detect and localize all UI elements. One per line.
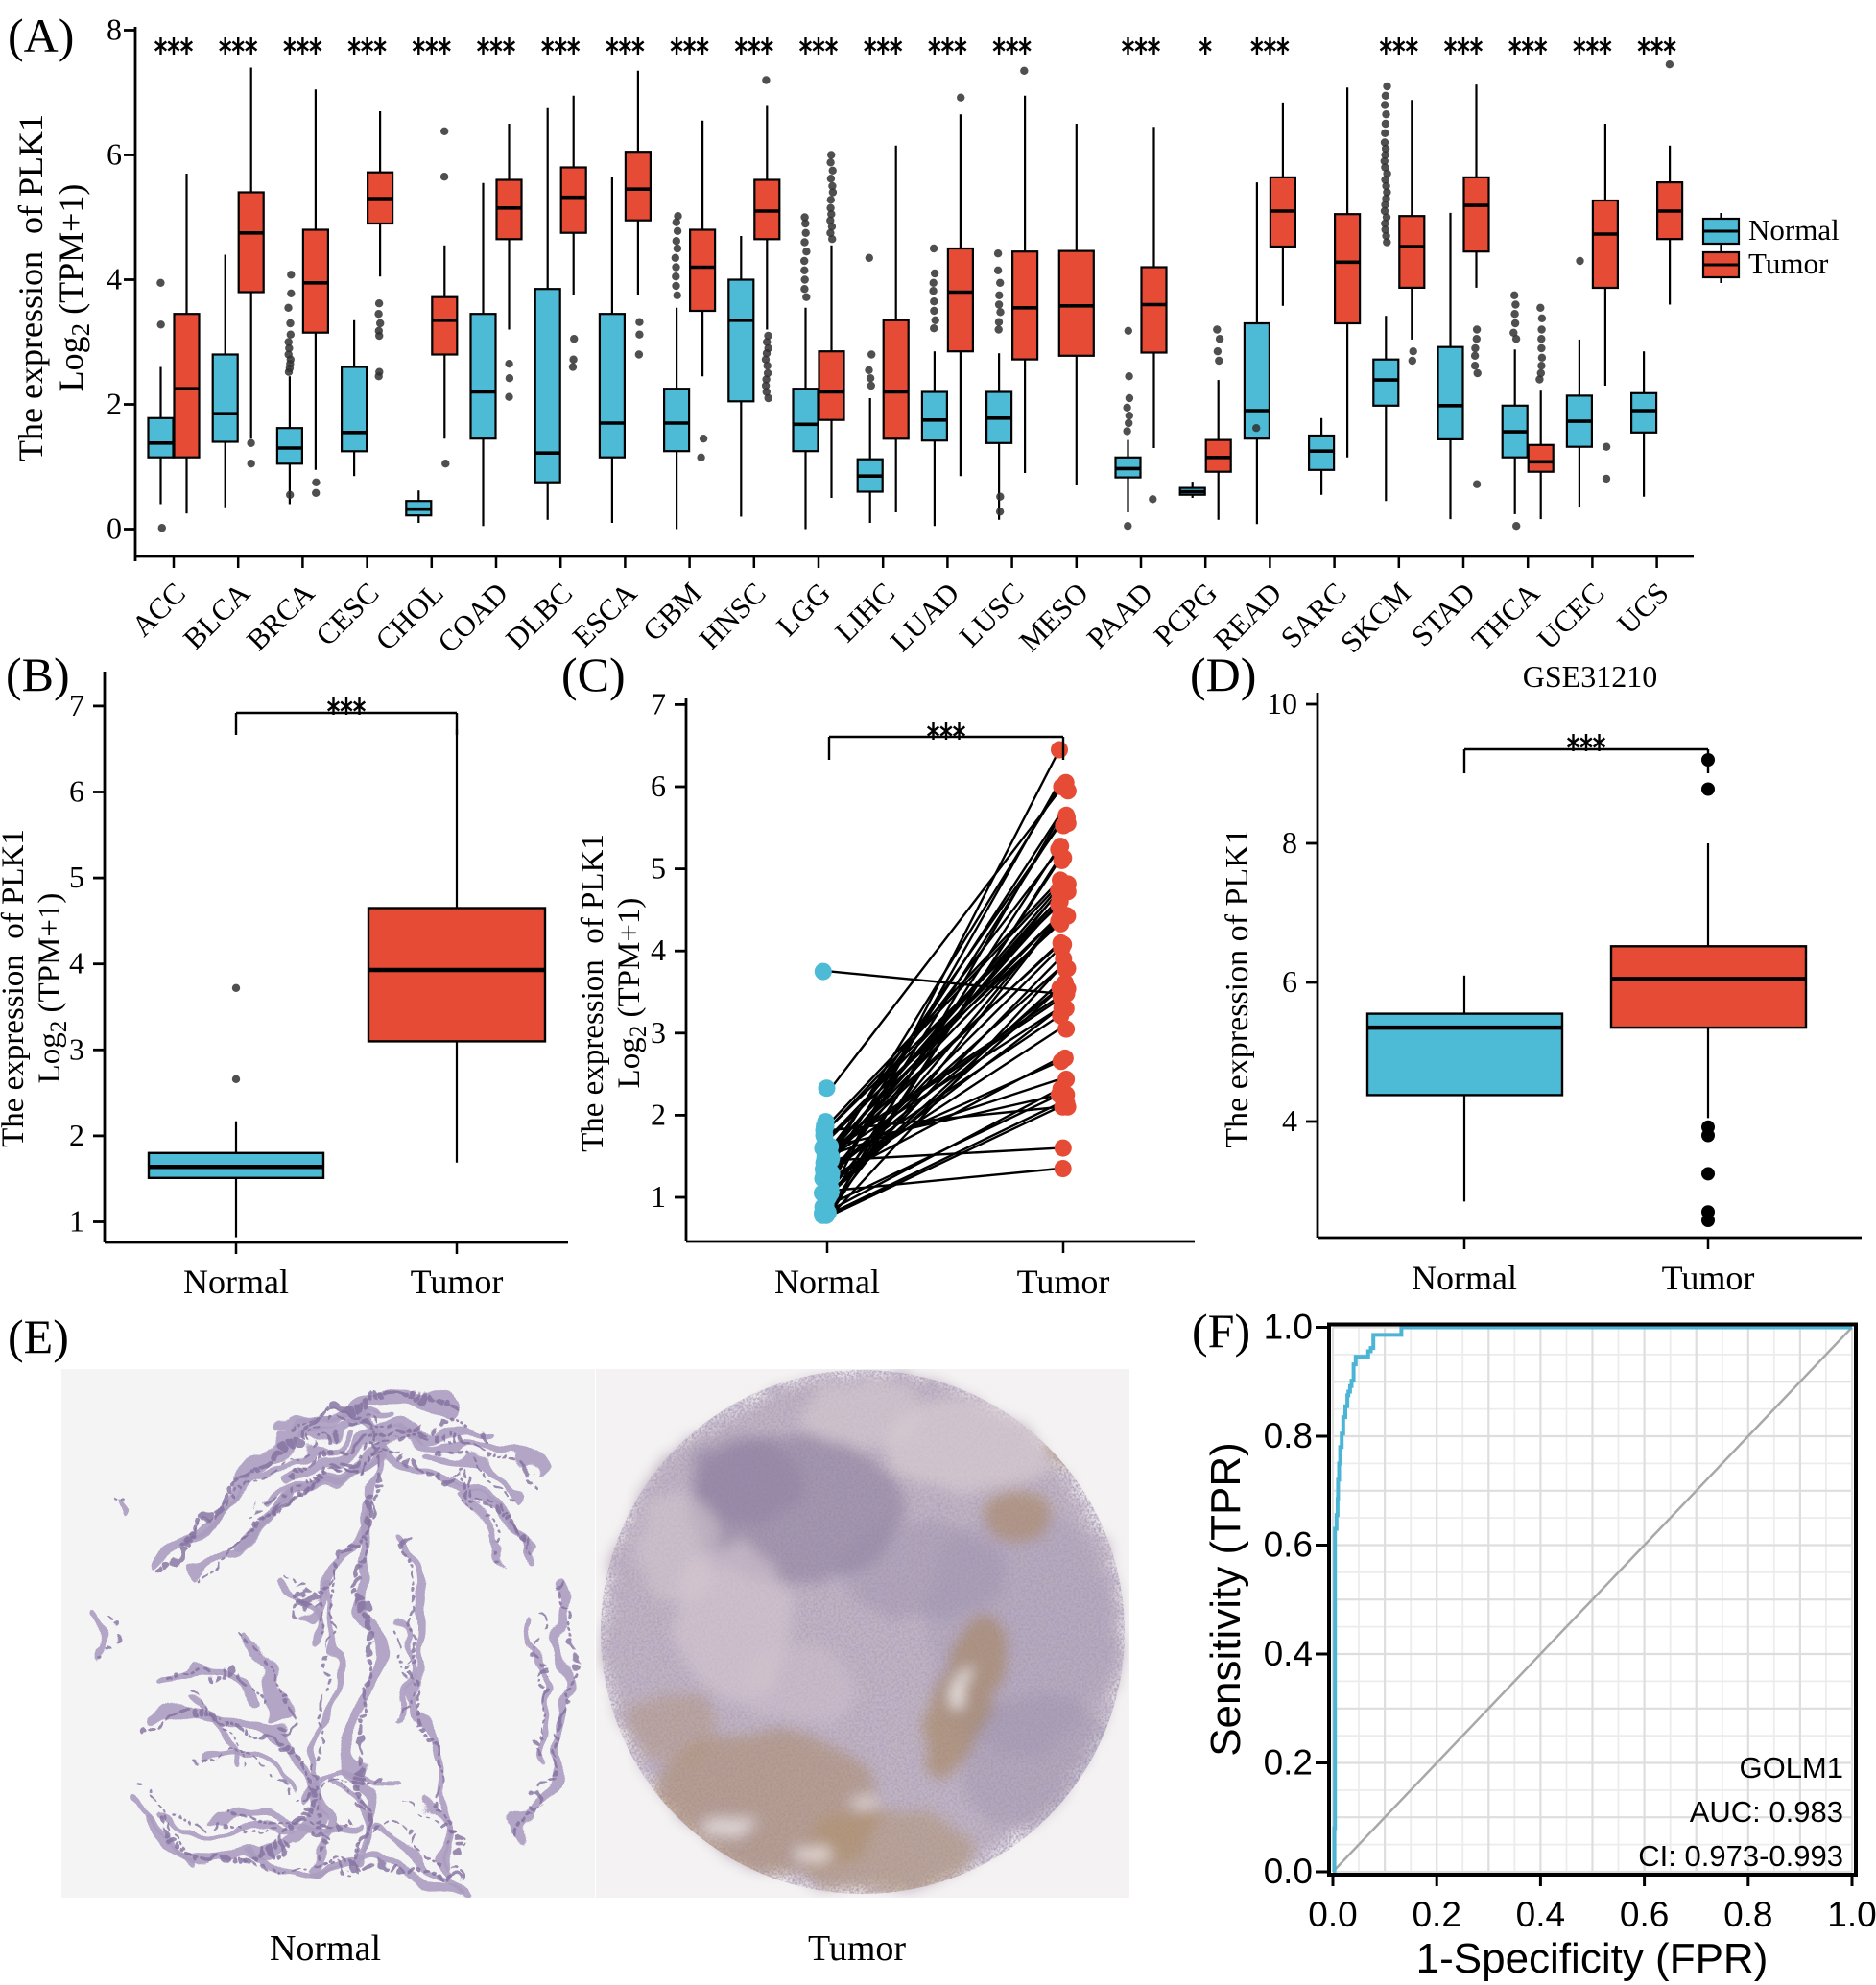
svg-text:GSE31210: GSE31210 [1523, 659, 1657, 694]
svg-text:The expression of PLK1: The expression of PLK1 [12, 114, 50, 461]
svg-text:1.0: 1.0 [1264, 1308, 1313, 1347]
svg-text:0.0: 0.0 [1264, 1852, 1313, 1891]
svg-text:Normal: Normal [270, 1928, 381, 1969]
svg-text:AUC: 0.983: AUC: 0.983 [1690, 1795, 1843, 1829]
svg-text:1.0: 1.0 [1827, 1895, 1876, 1934]
svg-text:5: 5 [69, 860, 84, 894]
svg-text:6: 6 [107, 137, 122, 172]
svg-text:The expression of PLK1: The expression of PLK1 [576, 834, 610, 1152]
svg-text:6: 6 [1282, 964, 1297, 999]
svg-text:8: 8 [107, 12, 122, 47]
svg-text:(A): (A) [8, 9, 74, 62]
svg-text:2: 2 [651, 1097, 666, 1131]
svg-text:Log2 (TPM+1): Log2 (TPM+1) [33, 893, 72, 1084]
svg-text:0.0: 0.0 [1308, 1895, 1357, 1934]
svg-text:(D): (D) [1190, 648, 1256, 701]
svg-text:Tumor: Tumor [1748, 247, 1829, 280]
svg-text:1-Specificity (FPR): 1-Specificity (FPR) [1416, 1935, 1769, 1982]
svg-text:Sensitivity (TPR): Sensitivity (TPR) [1202, 1442, 1249, 1757]
svg-text:3: 3 [69, 1031, 84, 1066]
svg-text:7: 7 [69, 688, 84, 722]
svg-text:8: 8 [1282, 825, 1297, 860]
svg-text:3: 3 [651, 1015, 666, 1050]
svg-text:CI: 0.973-0.993: CI: 0.973-0.993 [1638, 1839, 1843, 1873]
svg-text:1: 1 [651, 1179, 666, 1214]
svg-text:(C): (C) [561, 648, 626, 701]
svg-text:6: 6 [651, 768, 666, 803]
svg-text:Log2 (TPM+1): Log2 (TPM+1) [612, 898, 652, 1089]
svg-text:7: 7 [651, 686, 666, 721]
svg-text:Normal: Normal [774, 1263, 880, 1301]
svg-text:4: 4 [1282, 1103, 1297, 1138]
svg-text:(B): (B) [6, 648, 70, 701]
svg-text:0.6: 0.6 [1264, 1525, 1313, 1565]
svg-text:Normal: Normal [1412, 1259, 1517, 1297]
svg-text:4: 4 [651, 933, 666, 967]
svg-text:Tumor: Tumor [808, 1928, 906, 1969]
svg-text:Tumor: Tumor [1017, 1263, 1110, 1301]
svg-text:5: 5 [651, 851, 666, 886]
svg-text:0.2: 0.2 [1264, 1743, 1313, 1783]
svg-text:4: 4 [69, 946, 84, 981]
svg-text:Tumor: Tumor [411, 1263, 504, 1301]
svg-text:10: 10 [1267, 686, 1297, 721]
svg-text:0.8: 0.8 [1723, 1895, 1772, 1934]
svg-text:2: 2 [69, 1118, 84, 1152]
svg-text:6: 6 [69, 774, 84, 809]
svg-text:The expression of PLK1: The expression of PLK1 [1220, 828, 1255, 1147]
svg-text:0.6: 0.6 [1620, 1895, 1669, 1934]
svg-text:The expression of PLK1: The expression of PLK1 [0, 829, 31, 1147]
svg-text:(F): (F) [1192, 1304, 1250, 1358]
svg-text:Normal: Normal [183, 1263, 289, 1301]
svg-text:0.4: 0.4 [1264, 1634, 1313, 1673]
svg-text:Tumor: Tumor [1662, 1259, 1755, 1297]
svg-text:4: 4 [107, 262, 122, 296]
svg-text:2: 2 [107, 387, 122, 421]
svg-text:Log2 (TPM+1): Log2 (TPM+1) [52, 184, 95, 392]
svg-text:0.4: 0.4 [1516, 1895, 1565, 1934]
svg-text:Normal: Normal [1748, 213, 1840, 247]
svg-text:0.2: 0.2 [1412, 1895, 1460, 1934]
svg-text:1: 1 [69, 1204, 84, 1239]
svg-text:(E): (E) [8, 1310, 69, 1363]
svg-text:GOLM1: GOLM1 [1739, 1751, 1843, 1784]
svg-text:0: 0 [107, 511, 122, 546]
svg-text:0.8: 0.8 [1264, 1416, 1313, 1455]
